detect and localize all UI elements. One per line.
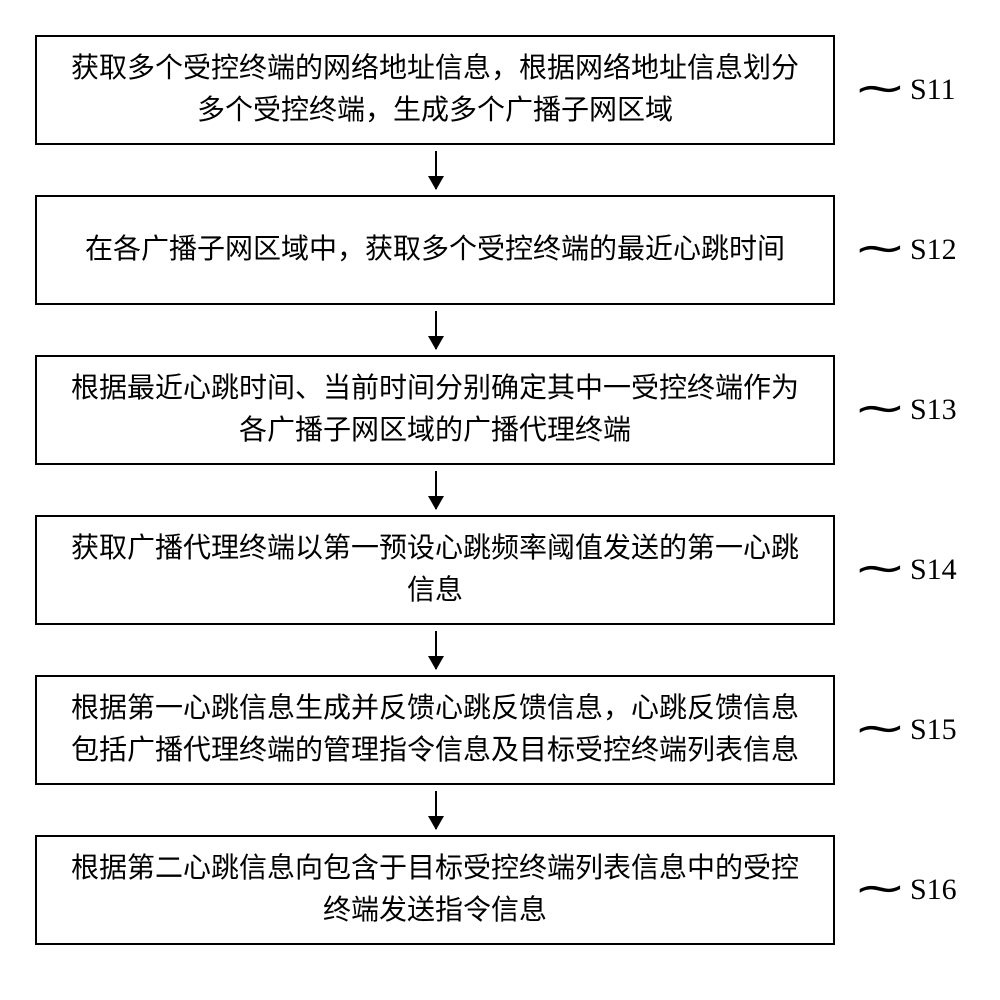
step-box-s12: 在各广播子网区域中，获取多个受控终端的最近心跳时间 xyxy=(35,195,835,305)
connector-tilde: ∼ xyxy=(853,706,907,749)
step-box-s15: 根据第一心跳信息生成并反馈心跳反馈信息，心跳反馈信息 包括广播代理终端的管理指令… xyxy=(35,675,835,785)
flow-arrow xyxy=(435,151,437,189)
step-text: 根据最近心跳时间、当前时间分别确定其中一受控终端作为 各广播子网区域的广播代理终… xyxy=(71,368,799,452)
step-box-s11: 获取多个受控终端的网络地址信息，根据网络地址信息划分 多个受控终端，生成多个广播… xyxy=(35,35,835,145)
connector-tilde: ∼ xyxy=(853,866,907,909)
step-box-s13: 根据最近心跳时间、当前时间分别确定其中一受控终端作为 各广播子网区域的广播代理终… xyxy=(35,355,835,465)
connector-tilde: ∼ xyxy=(853,66,907,109)
connector-tilde: ∼ xyxy=(853,226,907,269)
step-text: 根据第二心跳信息向包含于目标受控终端列表信息中的受控 终端发送指令信息 xyxy=(71,848,799,932)
step-label-s16: S16 xyxy=(910,873,957,907)
step-label-s15: S15 xyxy=(910,713,957,747)
step-label-s14: S14 xyxy=(910,553,957,587)
flowchart-canvas: 获取多个受控终端的网络地址信息，根据网络地址信息划分 多个受控终端，生成多个广播… xyxy=(0,0,1000,1000)
step-label-s13: S13 xyxy=(910,393,957,427)
step-label-s11: S11 xyxy=(910,73,956,107)
step-box-s16: 根据第二心跳信息向包含于目标受控终端列表信息中的受控 终端发送指令信息 xyxy=(35,835,835,945)
step-label-s12: S12 xyxy=(910,233,957,267)
step-text: 获取多个受控终端的网络地址信息，根据网络地址信息划分 多个受控终端，生成多个广播… xyxy=(71,48,799,132)
connector-tilde: ∼ xyxy=(853,386,907,429)
step-box-s14: 获取广播代理终端以第一预设心跳频率阈值发送的第一心跳 信息 xyxy=(35,515,835,625)
step-text: 在各广播子网区域中，获取多个受控终端的最近心跳时间 xyxy=(85,229,785,271)
step-text: 获取广播代理终端以第一预设心跳频率阈值发送的第一心跳 信息 xyxy=(71,528,799,612)
connector-tilde: ∼ xyxy=(853,546,907,589)
flow-arrow xyxy=(435,791,437,829)
flow-arrow xyxy=(435,311,437,349)
flow-arrow xyxy=(435,631,437,669)
step-text: 根据第一心跳信息生成并反馈心跳反馈信息，心跳反馈信息 包括广播代理终端的管理指令… xyxy=(71,688,799,772)
flow-arrow xyxy=(435,471,437,509)
